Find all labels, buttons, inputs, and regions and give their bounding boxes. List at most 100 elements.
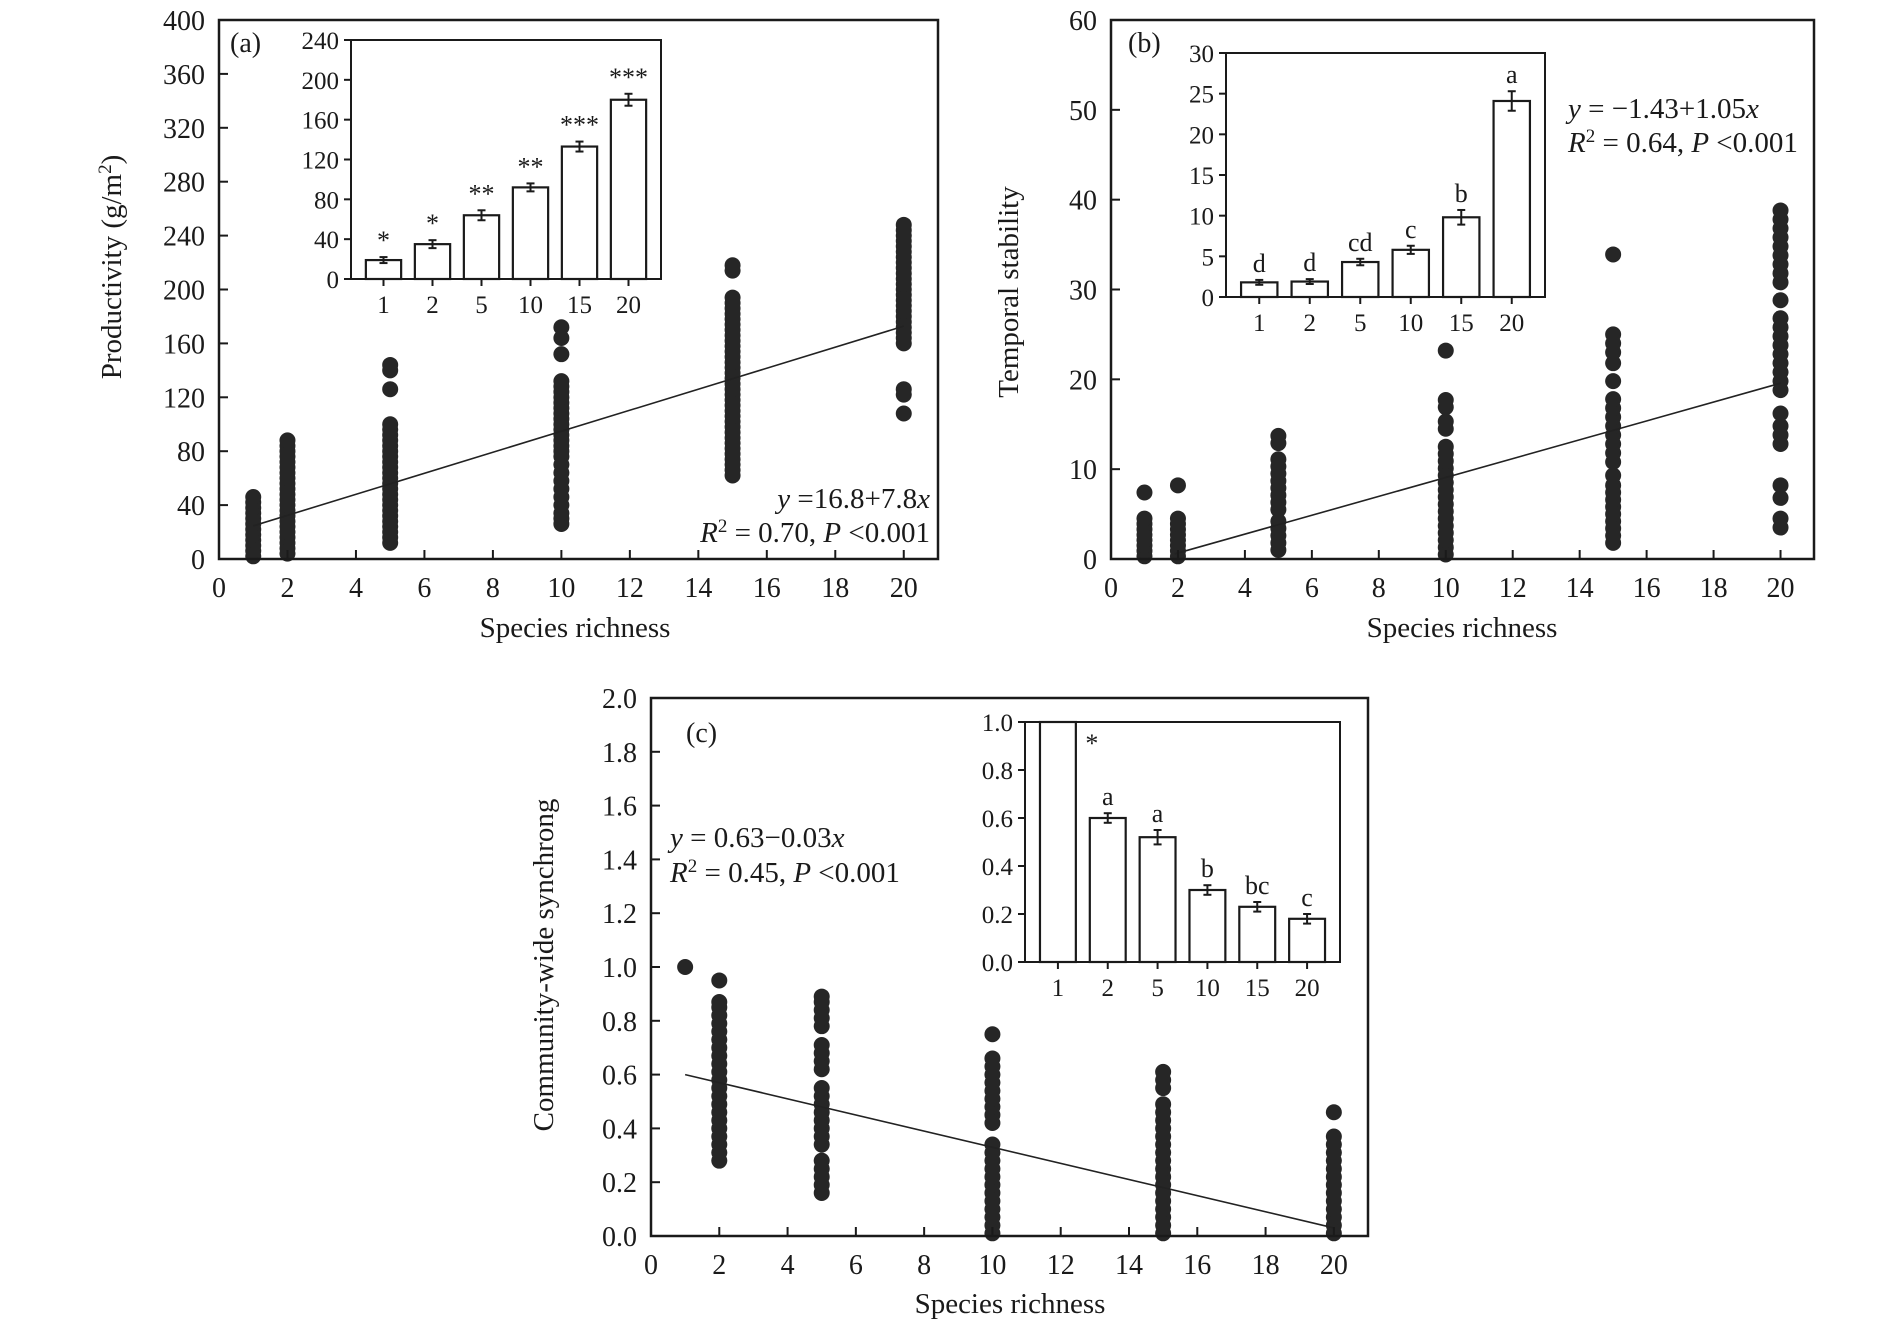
- y-tick-label: 360: [163, 60, 205, 91]
- inset-y-tick-label: 0.8: [982, 758, 1013, 785]
- bar-annotation: **: [469, 179, 495, 208]
- regression-equation: y = −1.43+1.05x: [1565, 93, 1759, 125]
- inset-x-tick-label: 1: [1253, 310, 1266, 337]
- bar-annotation: ***: [560, 111, 599, 140]
- scatter-points: [677, 959, 1342, 1242]
- x-tick-label: 10: [547, 573, 575, 604]
- y-tick-label: 320: [163, 114, 205, 145]
- inset-bar: [413, 243, 452, 281]
- scatter-points: [1136, 202, 1789, 565]
- bar-annotation: *: [1085, 729, 1098, 758]
- inset-y-tick-label: 15: [1189, 163, 1214, 190]
- x-axis-title: Species richness: [480, 612, 671, 644]
- data-point: [1169, 510, 1186, 527]
- data-point: [984, 1136, 1001, 1153]
- regression-line: [684, 1073, 1335, 1229]
- data-point: [1169, 477, 1186, 494]
- data-point: [1325, 1128, 1342, 1145]
- x-tick-label: 0: [644, 1250, 658, 1281]
- inset-x-ticks: 1 2 5 10 15 20: [1052, 962, 1320, 1002]
- y-tick-label: 0.0: [602, 1222, 637, 1253]
- bar-annotation: c: [1301, 883, 1313, 912]
- bar-annotation: d: [1253, 249, 1266, 278]
- inset-y-tick-label: 0: [1202, 285, 1215, 312]
- data-point: [813, 1037, 830, 1054]
- y-tick-label: 0: [1083, 545, 1097, 576]
- y-tick-label: 120: [163, 383, 205, 414]
- inset-y-tick-label: 200: [302, 68, 340, 95]
- x-tick-label: 4: [1238, 573, 1252, 604]
- bar-annotation: a: [1152, 799, 1164, 828]
- y-tick-label: 240: [163, 222, 205, 253]
- bar-annotation: **: [518, 152, 544, 181]
- data-point: [553, 373, 570, 390]
- bar-annotation: b: [1455, 179, 1468, 208]
- data-point: [1772, 202, 1789, 219]
- y-tick-label: 1.2: [602, 899, 637, 930]
- x-tick-label: 4: [349, 573, 363, 604]
- inset-bar: [1391, 248, 1431, 299]
- bar-annotation: a: [1102, 782, 1114, 811]
- data-point: [813, 988, 830, 1005]
- bar-annotation: bc: [1245, 871, 1270, 900]
- x-axis-ticks: 0 2 4 6 8 10 12 14 16 18 20: [644, 1227, 1348, 1281]
- data-point: [711, 972, 728, 989]
- inset-x-tick-label: 10: [1398, 310, 1423, 337]
- data-point: [1270, 451, 1287, 468]
- inset-x-tick-label: 10: [518, 292, 543, 319]
- data-point: [553, 319, 570, 336]
- x-tick-label: 16: [1183, 1250, 1211, 1281]
- data-point: [279, 432, 296, 449]
- bar-annotation: a: [1506, 60, 1518, 89]
- x-tick-label: 6: [1305, 573, 1319, 604]
- inset-x-tick-label: 1: [377, 292, 390, 319]
- inset-bar: [1038, 720, 1077, 964]
- y-tick-label: 40: [1069, 186, 1097, 217]
- inset-y-tick-label: 10: [1189, 204, 1214, 231]
- x-tick-label: 14: [684, 573, 712, 604]
- y-tick-label: 0: [191, 545, 205, 576]
- x-axis-title: Species richness: [915, 1288, 1106, 1320]
- x-tick-label: 14: [1566, 573, 1594, 604]
- x-tick-label: 12: [1047, 1250, 1075, 1281]
- bar-annotation: ***: [609, 63, 648, 92]
- x-tick-label: 8: [1372, 573, 1386, 604]
- inset-bar: [1441, 216, 1481, 299]
- inset-y-tick-label: 120: [302, 148, 340, 175]
- inset-x-tick-label: 20: [1295, 975, 1320, 1002]
- data-point: [724, 257, 741, 274]
- inset-x-tick-label: 5: [1151, 975, 1164, 1002]
- panel-label: (a): [230, 28, 261, 59]
- data-point: [1605, 246, 1622, 263]
- data-point: [1772, 310, 1789, 327]
- data-point: [1155, 1063, 1172, 1080]
- y-tick-label: 80: [177, 437, 205, 468]
- bar-annotation: b: [1201, 854, 1214, 883]
- x-axis-ticks: 0 2 4 6 8 10 12 14 16 18 20: [1104, 550, 1795, 604]
- x-tick-label: 8: [486, 573, 500, 604]
- regression-equation: y =16.8+7.8x: [774, 483, 930, 515]
- inset-x-ticks: 1 2 5 10 15 20: [377, 279, 641, 319]
- data-point: [1605, 391, 1622, 408]
- y-tick-label: 10: [1069, 455, 1097, 486]
- x-tick-label: 10: [978, 1250, 1006, 1281]
- y-tick-label: 1.6: [602, 792, 637, 823]
- x-tick-label: 20: [890, 573, 918, 604]
- regression-stats: R2 = 0.45, P <0.001: [669, 856, 900, 890]
- inset-x-tick-label: 1: [1052, 975, 1065, 1002]
- inset-x-tick-label: 15: [1449, 310, 1474, 337]
- data-point: [553, 346, 570, 363]
- data-point: [1270, 427, 1287, 444]
- scatter-points: [245, 216, 912, 565]
- data-point: [813, 1080, 830, 1097]
- data-point: [1772, 510, 1789, 527]
- data-point: [1772, 477, 1789, 494]
- bar-annotation: cd: [1348, 228, 1373, 257]
- y-tick-label: 0.8: [602, 1007, 637, 1038]
- inset-x-tick-label: 15: [1245, 975, 1270, 1002]
- inset-y-ticks: 0 40 80 120 160 200 240: [302, 28, 351, 294]
- bar-annotation: d: [1303, 248, 1316, 277]
- y-axis-ticks: 0.0 0.2 0.4 0.6 0.8 1.0 1.2 1.4 1.6 1.8 2.0: [602, 684, 660, 1253]
